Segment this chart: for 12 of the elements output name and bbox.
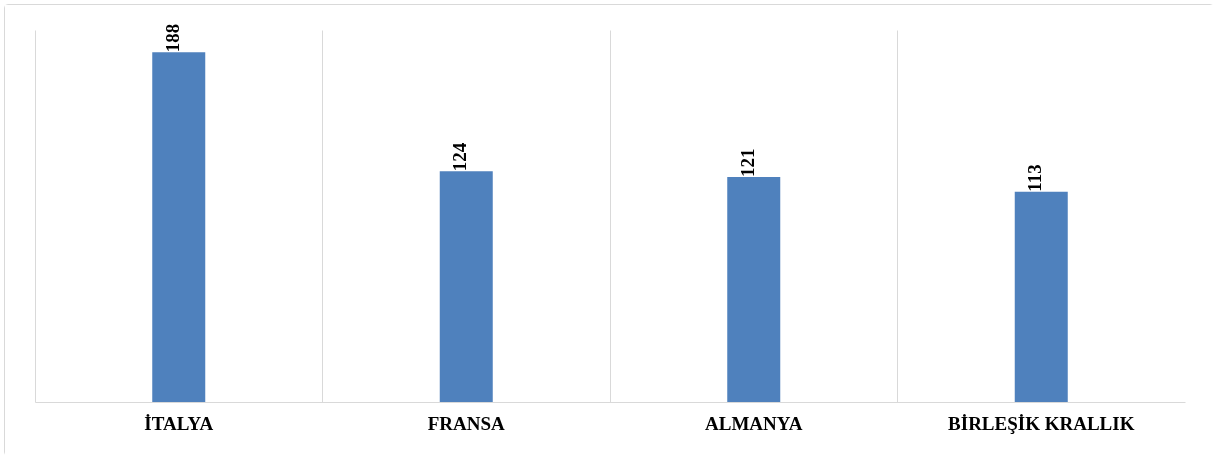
x-tick-label: İTALYA (144, 412, 214, 434)
data-label: 124 (449, 142, 471, 172)
x-tick-label: BİRLEŞİK KRALLIK (948, 412, 1135, 434)
x-tick-label: ALMANYA (705, 412, 803, 434)
data-label: 188 (161, 23, 183, 53)
data-label: 113 (1024, 164, 1046, 192)
bar (727, 176, 781, 402)
bar (152, 52, 206, 402)
bar (1014, 191, 1068, 402)
data-label: 121 (736, 148, 758, 177)
x-tick-label: FRANSA (427, 412, 506, 434)
bar (439, 171, 493, 402)
